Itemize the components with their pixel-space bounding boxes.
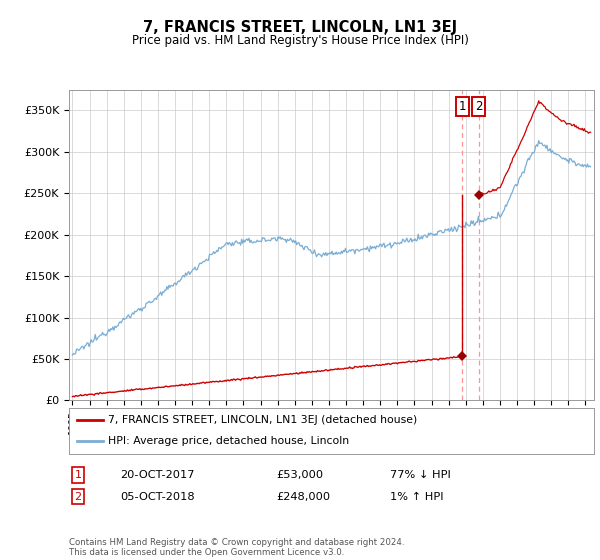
Text: 7, FRANCIS STREET, LINCOLN, LN1 3EJ: 7, FRANCIS STREET, LINCOLN, LN1 3EJ (143, 20, 457, 35)
Text: 1: 1 (458, 100, 466, 113)
Text: 05-OCT-2018: 05-OCT-2018 (120, 492, 194, 502)
Text: HPI: Average price, detached house, Lincoln: HPI: Average price, detached house, Linc… (109, 436, 349, 446)
Text: 1: 1 (74, 470, 82, 480)
Text: 77% ↓ HPI: 77% ↓ HPI (390, 470, 451, 480)
Text: 7, FRANCIS STREET, LINCOLN, LN1 3EJ (detached house): 7, FRANCIS STREET, LINCOLN, LN1 3EJ (det… (109, 415, 418, 425)
Text: Contains HM Land Registry data © Crown copyright and database right 2024.
This d: Contains HM Land Registry data © Crown c… (69, 538, 404, 557)
Text: Price paid vs. HM Land Registry's House Price Index (HPI): Price paid vs. HM Land Registry's House … (131, 34, 469, 46)
Text: 2: 2 (475, 100, 482, 113)
Text: £248,000: £248,000 (276, 492, 330, 502)
Text: 1% ↑ HPI: 1% ↑ HPI (390, 492, 443, 502)
Text: 2: 2 (74, 492, 82, 502)
Text: 20-OCT-2017: 20-OCT-2017 (120, 470, 194, 480)
Text: £53,000: £53,000 (276, 470, 323, 480)
